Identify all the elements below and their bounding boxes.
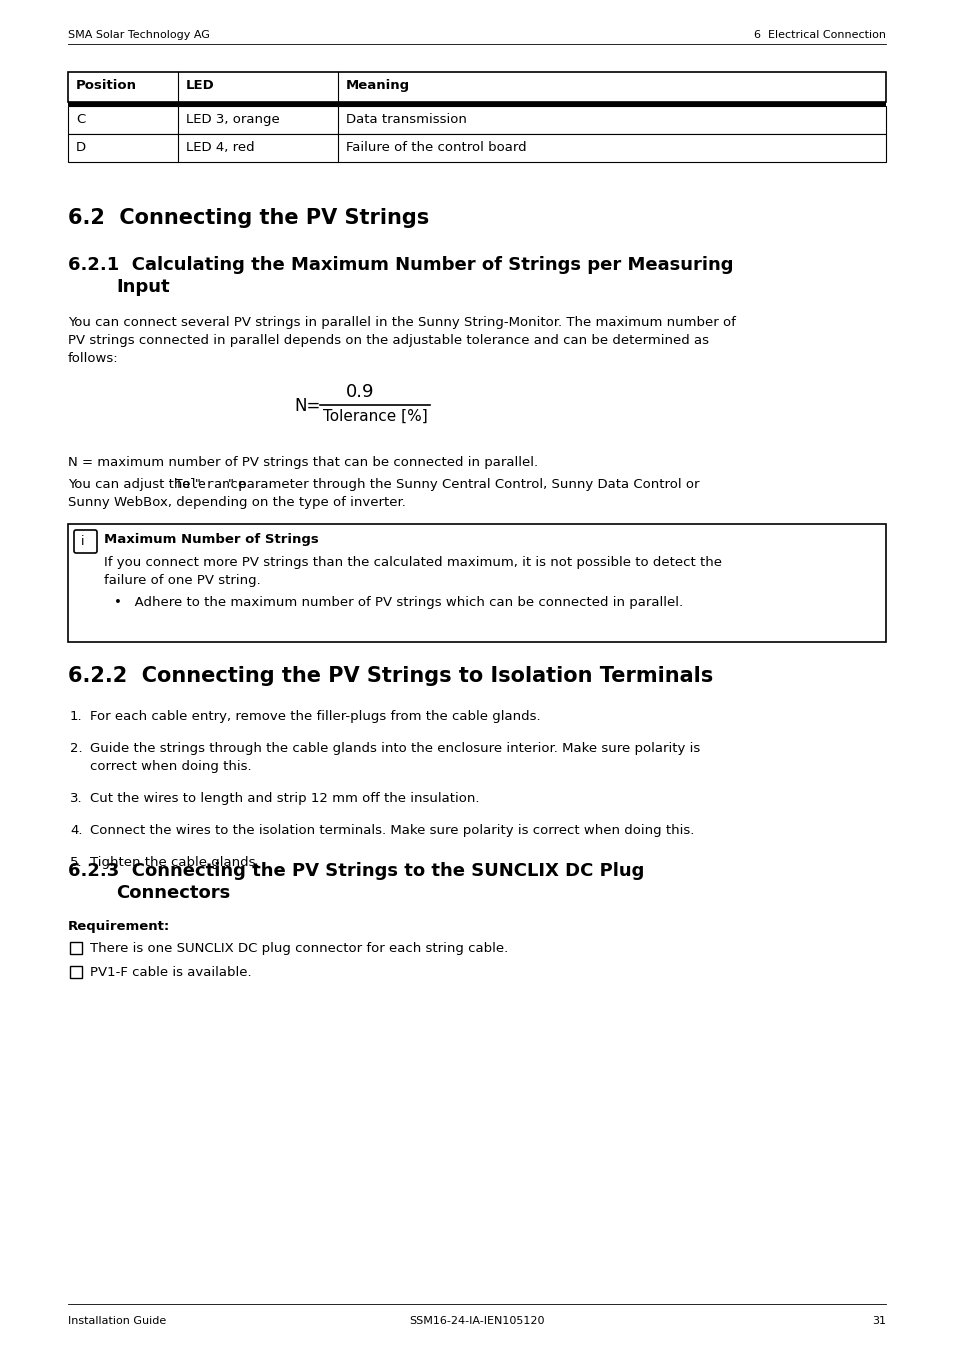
Text: 6.2.2  Connecting the PV Strings to Isolation Terminals: 6.2.2 Connecting the PV Strings to Isola…: [68, 667, 713, 685]
Text: 2.: 2.: [70, 742, 83, 754]
Text: For each cable entry, remove the filler-plugs from the cable glands.: For each cable entry, remove the filler-…: [90, 710, 540, 723]
Text: follows:: follows:: [68, 352, 118, 365]
Text: N=: N=: [294, 397, 320, 415]
Text: N = maximum number of PV strings that can be connected in parallel.: N = maximum number of PV strings that ca…: [68, 456, 537, 469]
Bar: [68, 72, 885, 101]
Text: 3.: 3.: [70, 792, 83, 804]
Text: 6  Electrical Connection: 6 Electrical Connection: [753, 30, 885, 41]
Text: PV strings connected in parallel depends on the adjustable tolerance and can be : PV strings connected in parallel depends…: [68, 334, 708, 347]
Text: 31: 31: [871, 1315, 885, 1326]
Bar: [68, 134, 885, 162]
Text: 4.: 4.: [70, 823, 82, 837]
Text: 5.: 5.: [70, 856, 83, 869]
Text: 6.2.1  Calculating the Maximum Number of Strings per Measuring: 6.2.1 Calculating the Maximum Number of …: [68, 256, 733, 274]
Text: Input: Input: [116, 279, 170, 296]
Text: Requirement:: Requirement:: [68, 919, 170, 933]
Text: You can adjust the ": You can adjust the ": [68, 479, 201, 491]
Text: SSM16-24-IA-IEN105120: SSM16-24-IA-IEN105120: [409, 1315, 544, 1326]
Text: Maximum Number of Strings: Maximum Number of Strings: [104, 533, 318, 546]
Bar: [68, 525, 885, 642]
Text: failure of one PV string.: failure of one PV string.: [104, 575, 260, 587]
Text: You can connect several PV strings in parallel in the Sunny String-Monitor. The : You can connect several PV strings in pa…: [68, 316, 735, 329]
Text: Connectors: Connectors: [116, 884, 230, 902]
Text: LED 4, red: LED 4, red: [186, 141, 254, 154]
Text: Sunny WebBox, depending on the type of inverter.: Sunny WebBox, depending on the type of i…: [68, 496, 405, 508]
Text: 6.2  Connecting the PV Strings: 6.2 Connecting the PV Strings: [68, 208, 429, 228]
Text: There is one SUNCLIX DC plug connector for each string cable.: There is one SUNCLIX DC plug connector f…: [90, 942, 508, 955]
Text: Data transmission: Data transmission: [346, 114, 466, 126]
Bar: [68, 101, 885, 105]
Text: Tolerance: Tolerance: [174, 479, 247, 491]
Text: If you connect more PV strings than the calculated maximum, it is not possible t: If you connect more PV strings than the …: [104, 556, 721, 569]
FancyBboxPatch shape: [74, 530, 97, 553]
Text: 1.: 1.: [70, 710, 83, 723]
Text: Guide the strings through the cable glands into the enclosure interior. Make sur: Guide the strings through the cable glan…: [90, 742, 700, 754]
Text: Installation Guide: Installation Guide: [68, 1315, 166, 1326]
Text: 0.9: 0.9: [345, 383, 374, 402]
Text: Connect the wires to the isolation terminals. Make sure polarity is correct when: Connect the wires to the isolation termi…: [90, 823, 694, 837]
Text: •   Adhere to the maximum number of PV strings which can be connected in paralle: • Adhere to the maximum number of PV str…: [113, 596, 682, 608]
Text: correct when doing this.: correct when doing this.: [90, 760, 252, 773]
Text: Position: Position: [76, 78, 137, 92]
Text: Cut the wires to length and strip 12 mm off the insulation.: Cut the wires to length and strip 12 mm …: [90, 792, 479, 804]
Text: " parameter through the Sunny Central Control, Sunny Data Control or: " parameter through the Sunny Central Co…: [228, 479, 699, 491]
Text: 6.2.3  Connecting the PV Strings to the SUNCLIX DC Plug: 6.2.3 Connecting the PV Strings to the S…: [68, 863, 643, 880]
Text: PV1-F cable is available.: PV1-F cable is available.: [90, 965, 252, 979]
Text: LED: LED: [186, 78, 214, 92]
Bar: [70, 942, 82, 955]
Text: Meaning: Meaning: [346, 78, 410, 92]
Bar: [68, 105, 885, 134]
Text: C: C: [76, 114, 85, 126]
Bar: [70, 965, 82, 977]
Text: Tighten the cable glands.: Tighten the cable glands.: [90, 856, 259, 869]
Text: Tolerance [%]: Tolerance [%]: [322, 410, 427, 425]
Text: Failure of the control board: Failure of the control board: [346, 141, 526, 154]
Text: D: D: [76, 141, 86, 154]
Text: i: i: [81, 535, 85, 548]
Text: LED 3, orange: LED 3, orange: [186, 114, 279, 126]
Text: SMA Solar Technology AG: SMA Solar Technology AG: [68, 30, 210, 41]
